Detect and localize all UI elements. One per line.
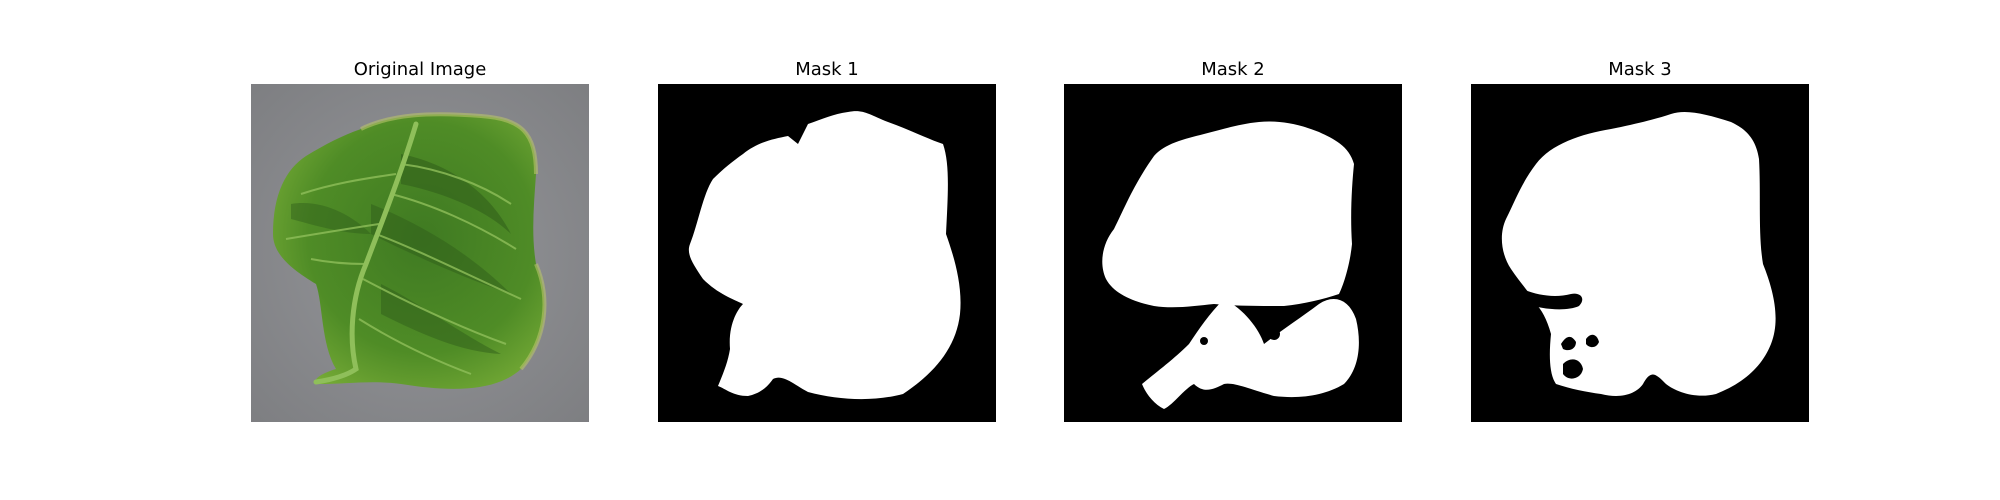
mask-1-region <box>688 111 961 400</box>
original-image-panel <box>251 84 589 422</box>
mask-1-title: Mask 1 <box>795 59 859 80</box>
mask-2-region-lower <box>1142 299 1359 409</box>
mask-2-title: Mask 2 <box>1201 59 1265 80</box>
original-image-title: Original Image <box>353 59 487 80</box>
leaf-midrib <box>313 121 419 385</box>
mask-3-panel <box>1471 84 1809 422</box>
mask-3-region <box>1501 111 1776 396</box>
mask-1-image <box>658 84 996 422</box>
mask-1-panel <box>658 84 996 422</box>
mask-2-image <box>1064 84 1402 422</box>
mask-3-title: Mask 3 <box>1608 59 1672 80</box>
leaf-photo <box>251 84 589 422</box>
mask-3-image <box>1471 84 1809 422</box>
mask-2-region-upper <box>1102 121 1354 308</box>
mask-2-panel <box>1064 84 1402 422</box>
